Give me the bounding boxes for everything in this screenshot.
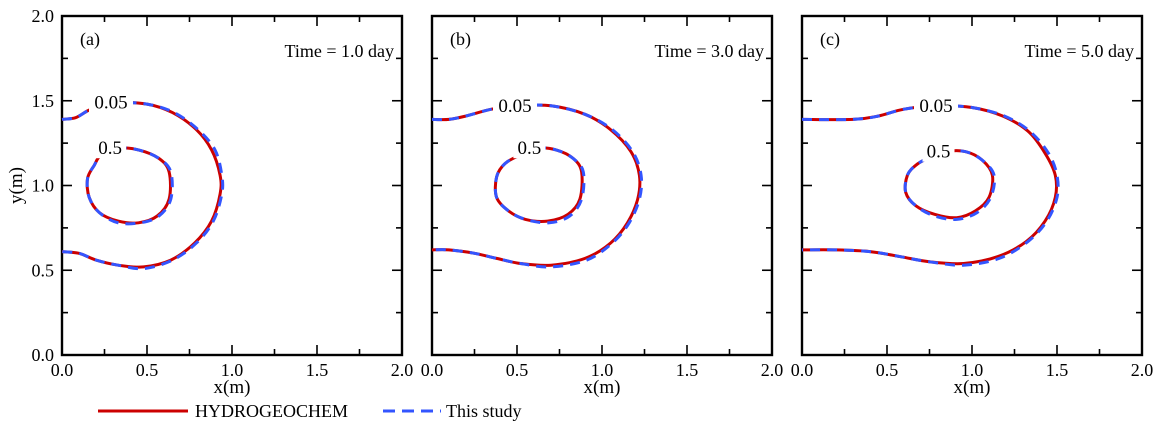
y-tick-label: 0.5 <box>32 260 55 280</box>
contour-label-0-05: 0.05 <box>919 96 952 117</box>
contour-0-05-this-study <box>801 104 1060 267</box>
contour-label-0-5: 0.5 <box>927 142 951 163</box>
x-tick-label: 1.0 <box>591 360 614 380</box>
y-axis-title: y(m) <box>6 167 27 204</box>
panel-label: (b) <box>450 29 471 50</box>
y-tick-label: 0.0 <box>32 345 55 365</box>
contour-label-0-5-bg <box>94 138 127 159</box>
contour-label-0-05-bg <box>89 92 133 113</box>
x-tick-label: 0.0 <box>791 360 814 380</box>
panel-label: (c) <box>820 29 840 50</box>
x-tick-label: 0.5 <box>506 360 529 380</box>
contour-label-0-5: 0.5 <box>518 138 542 159</box>
x-tick-label: 1.5 <box>306 360 329 380</box>
panel-c: 0.0 0.5 1.0 1.5 2.0 x(m) (c) Time = 5.0 day 0.05… <box>791 14 1154 398</box>
legend: HYDROGEOCHEM This study <box>98 401 522 421</box>
axis-frame <box>430 14 774 357</box>
contour-label-0-5-bg <box>513 138 546 159</box>
x-tick-label: 0.5 <box>136 360 159 380</box>
contour-0-5-this-study <box>85 146 174 226</box>
contour-label-0-05: 0.05 <box>94 92 127 113</box>
legend-label-hydrogeochem: HYDROGEOCHEM <box>195 401 348 421</box>
contour-label-0-5: 0.5 <box>98 138 122 159</box>
panel-a: 0.0 0.5 1.0 1.5 2.0 0.0 0.5 1.0 1.5 2.0 x(m) y(m) (a… <box>6 6 413 398</box>
y-tick-label: 1.0 <box>32 176 55 196</box>
y-tick-label: 2.0 <box>32 6 55 26</box>
x-tick-label: 1.0 <box>961 360 984 380</box>
x-tick-label: 1.5 <box>676 360 699 380</box>
time-annotation: Time = 1.0 day <box>285 41 395 61</box>
contour-0-5-this-study <box>493 146 586 225</box>
x-tick-label: 2.0 <box>1131 360 1154 380</box>
y-tick-label: 1.5 <box>32 91 55 111</box>
contour-0-05-hydrogeochem <box>801 104 1059 266</box>
contour-label-0-05-bg <box>493 95 537 116</box>
time-annotation: Time = 5.0 day <box>1025 41 1135 61</box>
axis-frame <box>60 14 404 357</box>
x-tick-label: 1.0 <box>221 360 244 380</box>
contour-0-05-hydrogeochem <box>431 103 642 267</box>
contour-label-0-05-bg <box>914 95 958 116</box>
x-tick-label: 2.0 <box>391 360 414 380</box>
axis-frame <box>800 14 1144 357</box>
x-tick-label: 0.0 <box>421 360 444 380</box>
contour-label-0-5-bg <box>922 141 955 162</box>
panel-label: (a) <box>80 29 100 50</box>
contour-label-0-05: 0.05 <box>498 96 531 117</box>
x-tick-label: 1.5 <box>1046 360 1069 380</box>
x-tick-label: 2.0 <box>761 360 784 380</box>
legend-label-this-study: This study <box>446 401 522 421</box>
x-axis-title: x(m) <box>584 377 621 398</box>
time-annotation: Time = 3.0 day <box>655 41 765 61</box>
x-axis-title: x(m) <box>954 377 991 398</box>
x-tick-label: 0.5 <box>876 360 899 380</box>
x-tick-label: 0.0 <box>51 360 74 380</box>
contour-0-5-this-study <box>903 149 997 222</box>
x-axis-title: x(m) <box>214 377 251 398</box>
panel-b: 0.0 0.5 1.0 1.5 2.0 x(m) (b) Time = 3.0 day 0.05… <box>421 14 784 398</box>
